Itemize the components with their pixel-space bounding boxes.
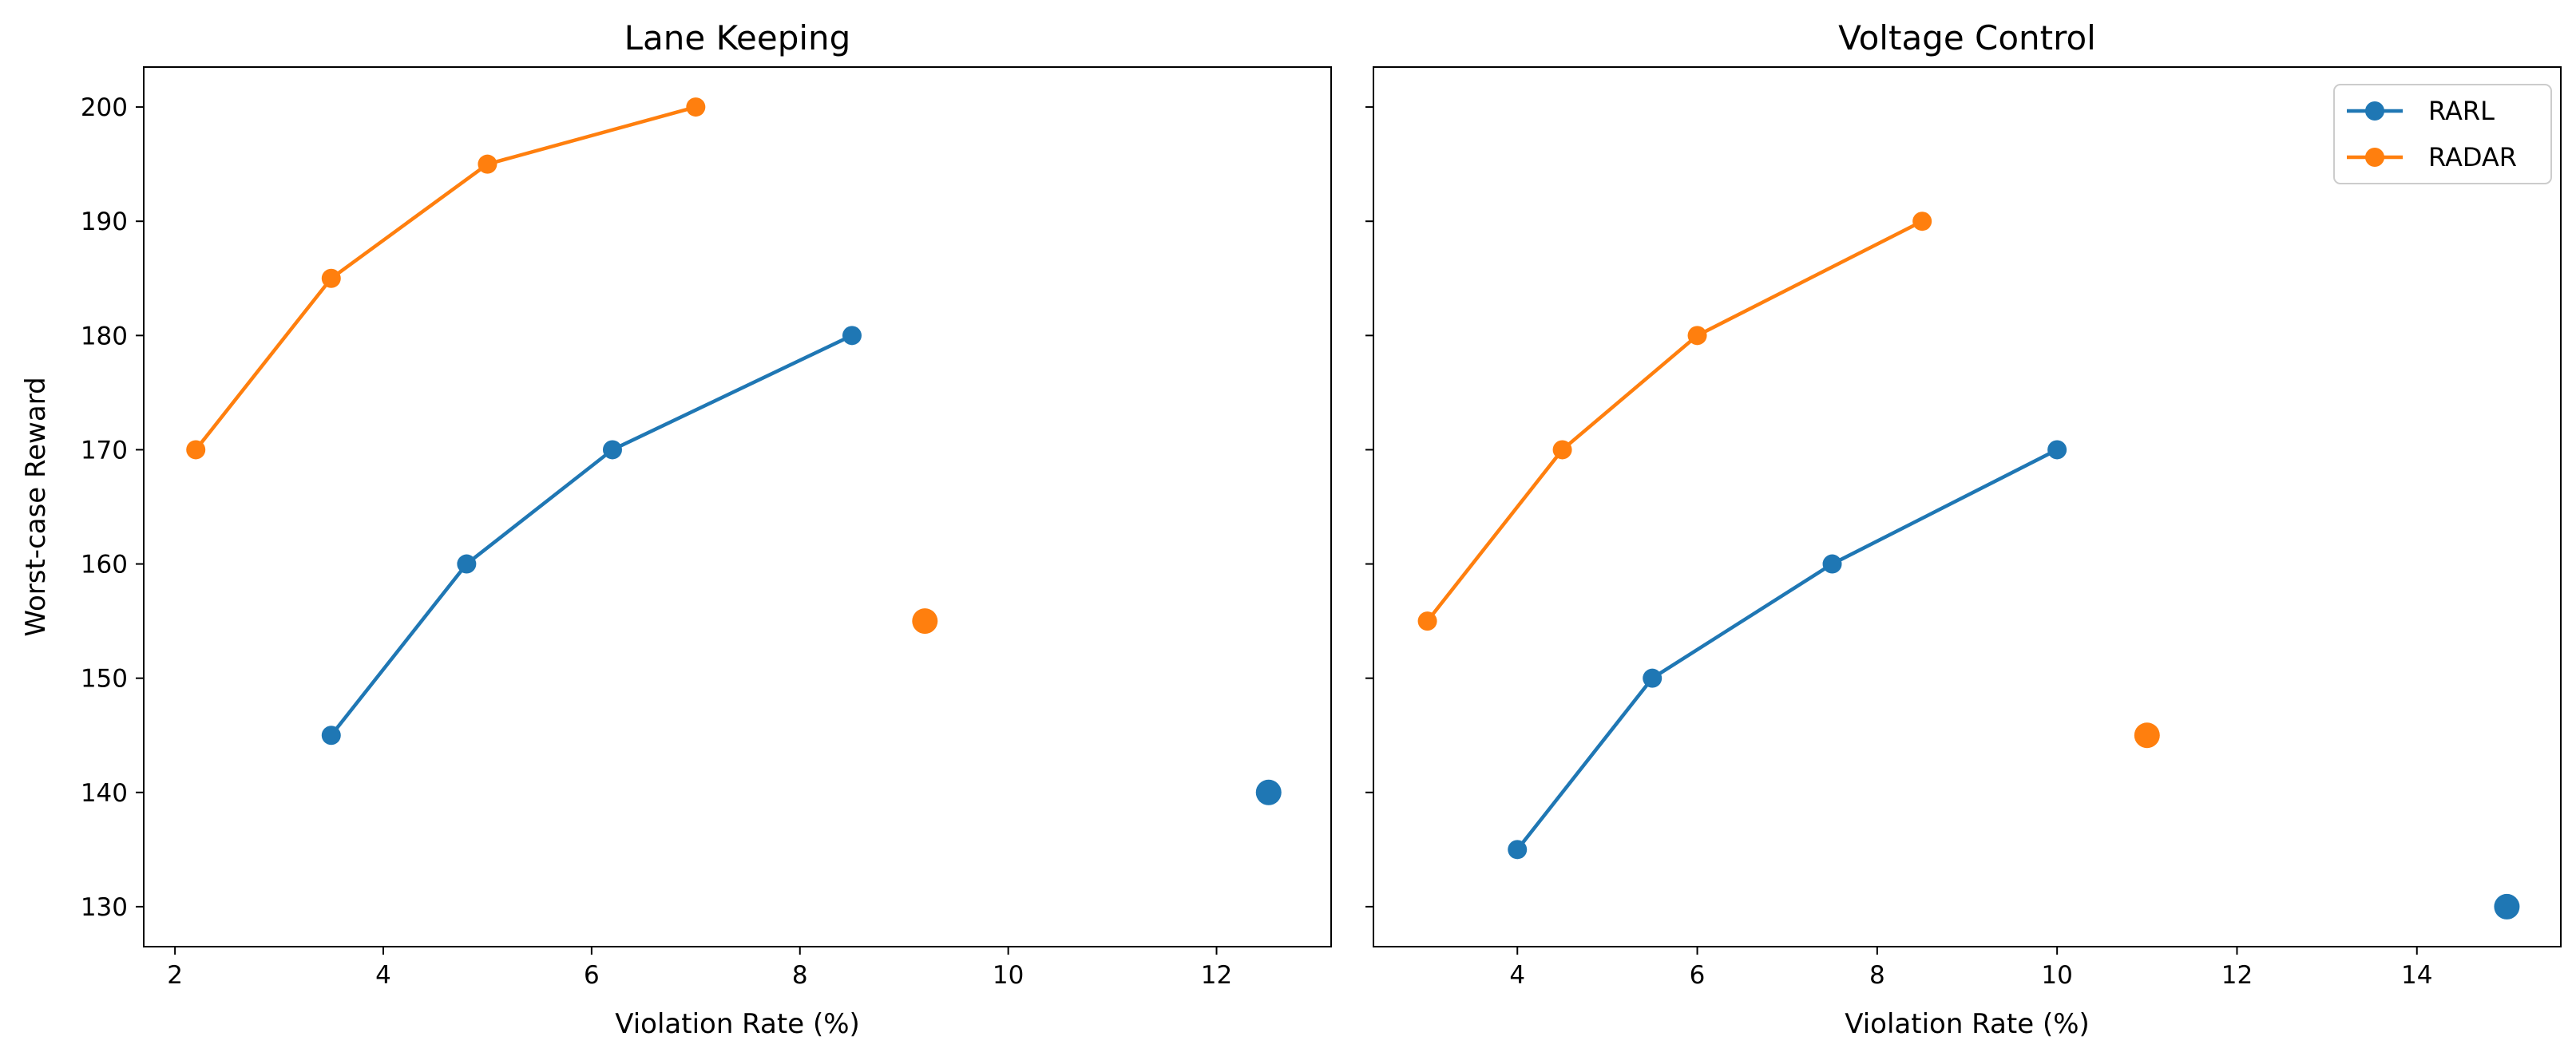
x-tick-label: 10 [993, 961, 1024, 990]
data-point-rarl [2047, 440, 2067, 460]
plot-frame [143, 66, 1332, 947]
x-tick-label: 8 [792, 961, 808, 990]
legend-marker-rarl [2365, 101, 2384, 121]
baseline-point-radar [2134, 722, 2160, 749]
y-tick-label: 130 [81, 893, 128, 922]
legend-label-rarl: RARL [2428, 96, 2495, 126]
x-tick-label: 12 [1201, 961, 1232, 990]
chart-title: Lane Keeping [624, 18, 851, 57]
subplot-2: 4 6 8 10 12 14 Voltage Control Violation Rate (… [1365, 18, 2562, 1040]
x-axis-label: Violation Rate (%) [1845, 1008, 2090, 1040]
x-tick-label: 10 [2041, 961, 2072, 990]
data-point-radar [1912, 212, 1932, 231]
x-tick-label: 12 [2221, 961, 2253, 990]
series-line-rarl [329, 334, 854, 738]
data-point-rarl [457, 554, 477, 574]
y-tick-label: 180 [81, 322, 128, 350]
y-tick-label: 170 [81, 436, 128, 465]
y-tick-label: 200 [81, 93, 128, 122]
legend: RARL RADAR [2333, 84, 2552, 184]
x-tick-label: 14 [2401, 961, 2432, 990]
data-point-rarl [842, 326, 862, 346]
data-point-radar [686, 97, 706, 117]
x-tick-label: 2 [167, 961, 183, 990]
data-point-radar [1417, 611, 1437, 631]
data-point-rarl [1508, 840, 1528, 860]
x-tick-label: 6 [1690, 961, 1706, 990]
y-tick-label: 140 [81, 779, 128, 808]
chart-title: Voltage Control [1838, 18, 2096, 57]
data-point-rarl [1643, 668, 1663, 688]
data-point-rarl [1822, 554, 1842, 574]
baseline-point-rarl [1255, 779, 1282, 805]
data-point-radar [186, 440, 206, 460]
baseline-point-radar [912, 608, 938, 635]
x-tick-label: 8 [1869, 961, 1885, 990]
data-point-rarl [321, 726, 341, 746]
data-point-rarl [602, 440, 622, 460]
y-tick-label: 190 [81, 208, 128, 236]
data-point-radar [1687, 326, 1707, 346]
y-tick-label: 150 [81, 665, 128, 694]
x-axis-label: Violation Rate (%) [615, 1008, 860, 1040]
x-tick-label: 4 [1509, 961, 1525, 990]
series-line-radar [1425, 219, 1924, 623]
y-axis-label: Worst-case Reward [20, 377, 52, 636]
series-line-rarl [1515, 448, 2059, 852]
data-point-radar [321, 268, 341, 288]
legend-label-radar: RADAR [2428, 142, 2517, 172]
plot-frame [1373, 66, 2562, 947]
series-line-radar [193, 105, 698, 452]
legend-marker-radar [2365, 148, 2384, 167]
subplot-1: 2 4 6 8 10 12 130 140 150 160 170 180 190 200 Lane Kee… [20, 18, 1332, 1040]
data-point-radar [478, 154, 497, 174]
baseline-point-rarl [2494, 893, 2520, 920]
x-tick-label: 4 [375, 961, 391, 990]
data-point-radar [1552, 440, 1572, 460]
y-tick-label: 160 [81, 551, 128, 579]
x-tick-label: 6 [584, 961, 600, 990]
